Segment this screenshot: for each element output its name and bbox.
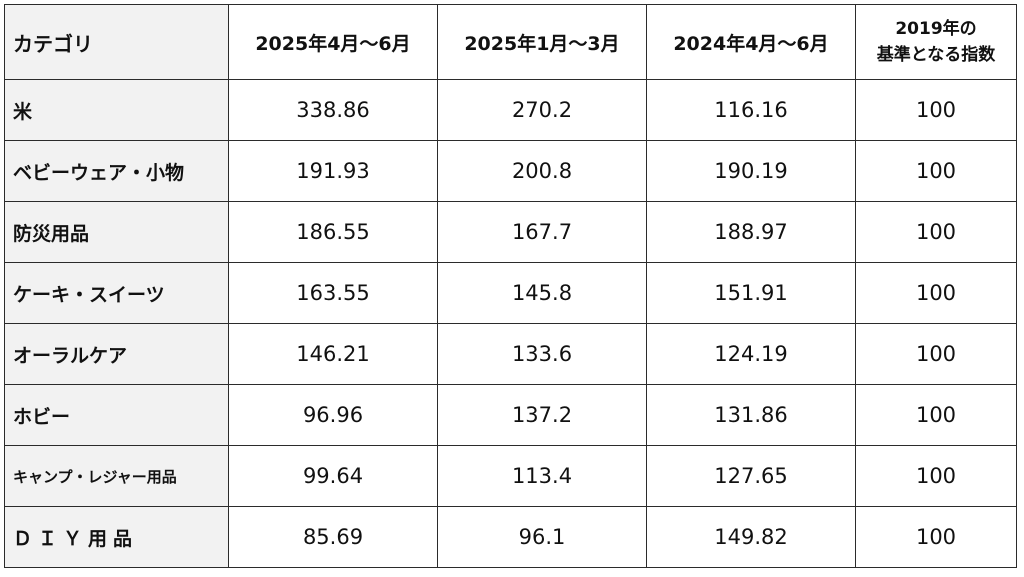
header-base-line2: 基準となる指数 — [876, 45, 996, 65]
header-row: カテゴリ 2025年4月～6月 2025年1月～3月 2024年4月～6月 20… — [4, 4, 1017, 80]
cell-2025-apr-jun: 191.93 — [228, 140, 438, 202]
row-category: 米 — [4, 79, 229, 141]
row-category: ホビー — [4, 384, 229, 446]
table-row: 米 338.86 270.2 116.16 100 — [4, 79, 1017, 141]
header-2025-jan-mar: 2025年1月～3月 — [437, 4, 647, 80]
row-category: ケーキ・スイーツ — [4, 262, 229, 324]
row-category: キャンプ・レジャー用品 — [4, 445, 229, 507]
cell-2025-apr-jun: 85.69 — [228, 506, 438, 568]
cell-2025-jan-mar: 270.2 — [437, 79, 647, 141]
cell-2025-jan-mar: 200.8 — [437, 140, 647, 202]
cell-2024-apr-jun: 127.65 — [646, 445, 856, 507]
cell-base-index: 100 — [855, 384, 1017, 446]
cell-2024-apr-jun: 190.19 — [646, 140, 856, 202]
cell-2024-apr-jun: 131.86 — [646, 384, 856, 446]
row-category: ＤＩＹ用品 — [4, 506, 229, 568]
cell-base-index: 100 — [855, 201, 1017, 263]
cell-2025-jan-mar: 167.7 — [437, 201, 647, 263]
cell-2025-jan-mar: 133.6 — [437, 323, 647, 385]
cell-2025-apr-jun: 99.64 — [228, 445, 438, 507]
row-category: オーラルケア — [4, 323, 229, 385]
cell-2024-apr-jun: 124.19 — [646, 323, 856, 385]
header-2019-base-index: 2019年の 基準となる指数 — [855, 4, 1017, 80]
table-header: カテゴリ 2025年4月～6月 2025年1月～3月 2024年4月～6月 20… — [4, 4, 1017, 80]
cell-2025-apr-jun: 96.96 — [228, 384, 438, 446]
cell-2025-jan-mar: 145.8 — [437, 262, 647, 324]
cell-2024-apr-jun: 116.16 — [646, 79, 856, 141]
cell-base-index: 100 — [855, 79, 1017, 141]
cell-base-index: 100 — [855, 323, 1017, 385]
cell-base-index: 100 — [855, 445, 1017, 507]
cell-2025-apr-jun: 338.86 — [228, 79, 438, 141]
header-2024-apr-jun: 2024年4月～6月 — [646, 4, 856, 80]
table-row: キャンプ・レジャー用品 99.64 113.4 127.65 100 — [4, 445, 1017, 507]
cell-2025-jan-mar: 96.1 — [437, 506, 647, 568]
cell-2025-apr-jun: 146.21 — [228, 323, 438, 385]
table-body: 米 338.86 270.2 116.16 100 ベビーウェア・小物 191.… — [4, 79, 1017, 568]
cell-2024-apr-jun: 188.97 — [646, 201, 856, 263]
cell-2025-apr-jun: 186.55 — [228, 201, 438, 263]
header-2025-apr-jun: 2025年4月～6月 — [228, 4, 438, 80]
cell-2025-apr-jun: 163.55 — [228, 262, 438, 324]
table-row: 防災用品 186.55 167.7 188.97 100 — [4, 201, 1017, 263]
cell-2025-jan-mar: 113.4 — [437, 445, 647, 507]
table-row: オーラルケア 146.21 133.6 124.19 100 — [4, 323, 1017, 385]
table-row: ケーキ・スイーツ 163.55 145.8 151.91 100 — [4, 262, 1017, 324]
cell-base-index: 100 — [855, 262, 1017, 324]
category-index-table-container: カテゴリ 2025年4月～6月 2025年1月～3月 2024年4月～6月 20… — [4, 4, 1017, 568]
header-base-line1: 2019年の — [895, 19, 977, 39]
cell-base-index: 100 — [855, 506, 1017, 568]
table-row: ベビーウェア・小物 191.93 200.8 190.19 100 — [4, 140, 1017, 202]
cell-2024-apr-jun: 149.82 — [646, 506, 856, 568]
row-category: 防災用品 — [4, 201, 229, 263]
table-row: ホビー 96.96 137.2 131.86 100 — [4, 384, 1017, 446]
row-category: ベビーウェア・小物 — [4, 140, 229, 202]
header-category: カテゴリ — [4, 4, 229, 80]
cell-2025-jan-mar: 137.2 — [437, 384, 647, 446]
cell-2024-apr-jun: 151.91 — [646, 262, 856, 324]
category-index-table: カテゴリ 2025年4月～6月 2025年1月～3月 2024年4月～6月 20… — [4, 4, 1017, 568]
cell-base-index: 100 — [855, 140, 1017, 202]
table-row: ＤＩＹ用品 85.69 96.1 149.82 100 — [4, 506, 1017, 568]
